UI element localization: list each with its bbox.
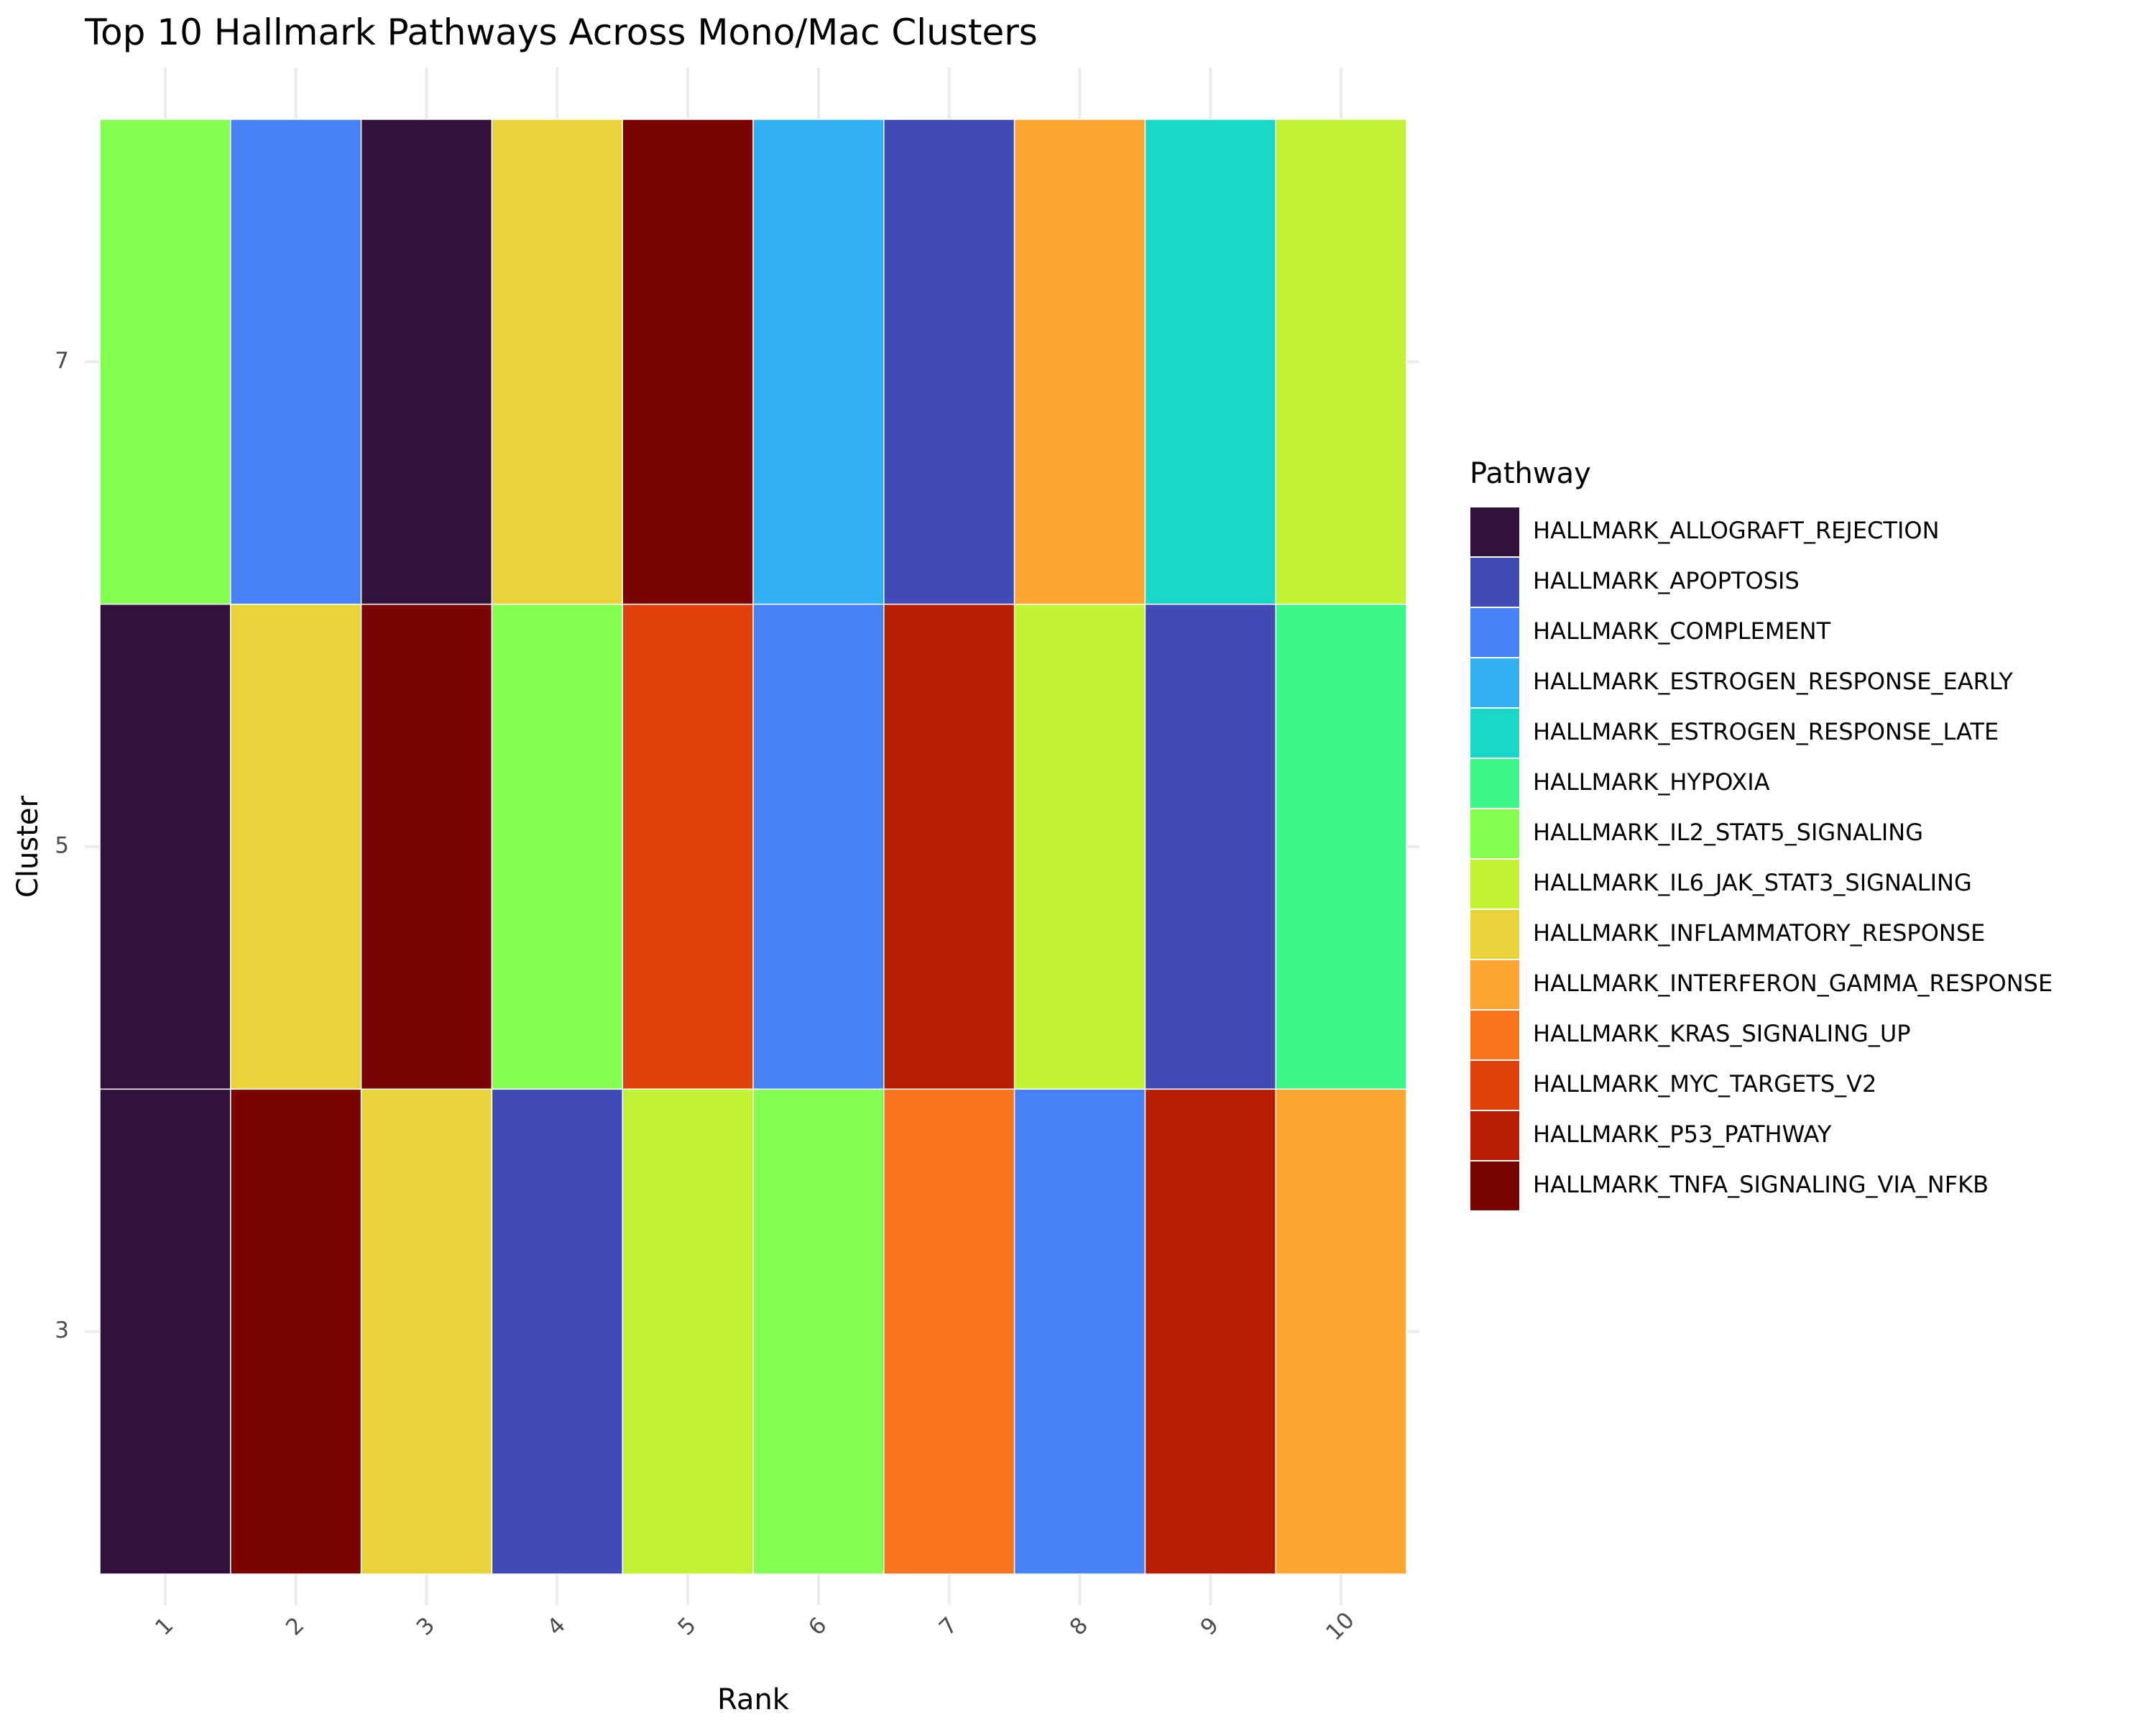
legend-key <box>1469 858 1521 910</box>
heatmap-cell <box>230 603 362 1090</box>
legend-key <box>1469 506 1521 558</box>
legend-key <box>1469 1160 1521 1212</box>
legend-key <box>1469 707 1521 759</box>
heatmap-tiles <box>99 119 1407 1575</box>
heatmap-cell <box>1013 1088 1146 1575</box>
heatmap-cell <box>360 1088 493 1575</box>
legend-key <box>1469 607 1521 658</box>
legend-key <box>1469 959 1521 1011</box>
heatmap-cell <box>1275 119 1407 605</box>
legend-label: HALLMARK_COMPLEMENT <box>1533 617 1831 645</box>
heatmap-cell <box>99 119 231 605</box>
legend: Pathway HALLMARK_ALLOGRAFT_REJECTION HALL… <box>1469 457 2053 1212</box>
legend-key <box>1469 1110 1521 1162</box>
chart-title: Top 10 Hallmark Pathways Across Mono/Mac… <box>84 12 1038 53</box>
legend-label: HALLMARK_P53_PATHWAY <box>1533 1121 1832 1148</box>
x-tick-labels: 1 2 3 4 5 6 7 8 9 10 <box>150 1607 1360 1645</box>
heatmap-cell <box>491 603 623 1090</box>
y-tick-label: 5 <box>55 833 69 859</box>
y-tick-label: 3 <box>55 1317 69 1343</box>
heatmap-cell <box>752 119 885 605</box>
legend-key <box>1469 657 1521 709</box>
heatmap-cell <box>883 603 1015 1090</box>
x-tick-label: 8 <box>1065 1612 1093 1640</box>
legend-label: HALLMARK_IL2_STAT5_SIGNALING <box>1533 819 1923 846</box>
legend-key <box>1469 808 1521 860</box>
legend-label: HALLMARK_ESTROGEN_RESPONSE_LATE <box>1533 718 1999 745</box>
x-tick-label: 6 <box>803 1612 831 1640</box>
heatmap-cell <box>99 1088 231 1575</box>
legend-label: HALLMARK_IL6_JAK_STAT3_SIGNALING <box>1533 869 1972 896</box>
x-tick-label: 4 <box>543 1612 571 1640</box>
legend-label: HALLMARK_INTERFERON_GAMMA_RESPONSE <box>1533 970 2053 997</box>
x-tick-label: 5 <box>673 1612 701 1640</box>
legend-key <box>1469 1009 1521 1061</box>
x-tick-label: 2 <box>281 1612 309 1640</box>
legend-title: Pathway <box>1470 457 1591 490</box>
y-axis-title: Cluster <box>11 795 45 898</box>
legend-key <box>1469 758 1521 809</box>
legend-key <box>1469 556 1521 608</box>
heatmap-cell <box>883 1088 1015 1575</box>
legend-label: HALLMARK_APOPTOSIS <box>1533 567 1800 594</box>
legend-label: HALLMARK_TNFA_SIGNALING_VIA_NFKB <box>1533 1171 1989 1198</box>
heatmap-cell <box>752 1088 885 1575</box>
heatmap-cell <box>99 603 231 1090</box>
x-tick-label: 1 <box>150 1612 178 1640</box>
heatmap-cell <box>1013 119 1146 605</box>
y-tick-label: 7 <box>55 348 69 374</box>
x-tick-label: 10 <box>1321 1607 1359 1645</box>
heatmap-cell <box>622 119 754 605</box>
legend-label: HALLMARK_INFLAMMATORY_RESPONSE <box>1533 919 1985 947</box>
legend-label: HALLMARK_ESTROGEN_RESPONSE_EARLY <box>1533 668 2013 695</box>
heatmap-cell <box>491 1088 623 1575</box>
legend-label: HALLMARK_ALLOGRAFT_REJECTION <box>1533 517 1940 544</box>
heatmap-cell <box>1144 603 1276 1090</box>
heatmap-cell <box>230 119 362 605</box>
legend-label: HALLMARK_MYC_TARGETS_V2 <box>1533 1070 1876 1098</box>
legend-label: HALLMARK_HYPOXIA <box>1533 768 1770 796</box>
x-tick-label: 9 <box>1196 1612 1224 1640</box>
x-tick-label: 7 <box>934 1612 962 1640</box>
heatmap-cell <box>752 603 885 1090</box>
heatmap-cell <box>1144 119 1276 605</box>
legend-label: HALLMARK_KRAS_SIGNALING_UP <box>1533 1020 1911 1047</box>
heatmap-cell <box>491 119 623 605</box>
legend-key <box>1469 1059 1521 1111</box>
heatmap-cell <box>1013 603 1146 1090</box>
heatmap-cell <box>622 1088 754 1575</box>
heatmap-cell <box>1275 603 1407 1090</box>
heatmap-cell <box>230 1088 362 1575</box>
heatmap-cell <box>360 603 493 1090</box>
heatmap-cell <box>883 119 1015 605</box>
y-tick-labels: 7 5 3 <box>55 348 69 1343</box>
heatmap-cell <box>1144 1088 1276 1575</box>
legend-key <box>1469 908 1521 960</box>
x-axis-title: Rank <box>717 1683 790 1716</box>
heatmap-cell <box>622 603 754 1090</box>
x-tick-label: 3 <box>412 1612 440 1640</box>
heatmap-cell <box>1275 1088 1407 1575</box>
heatmap-cell <box>360 119 493 605</box>
